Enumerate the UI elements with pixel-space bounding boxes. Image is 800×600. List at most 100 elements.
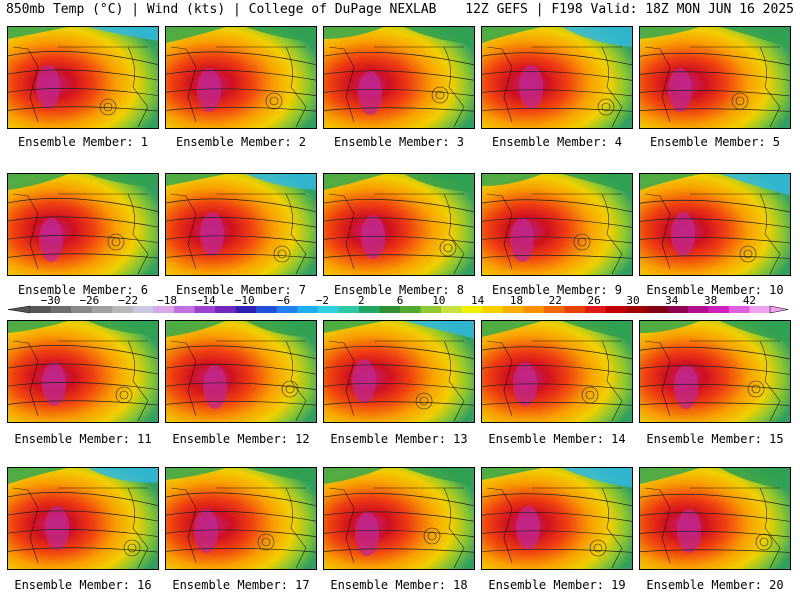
temperature-map	[640, 468, 790, 569]
colorbar-tick-label: 38	[704, 296, 717, 307]
ensemble-map-panel	[165, 320, 317, 423]
colorbar-swatch	[667, 306, 689, 313]
colorbar-tick-label: −2	[316, 296, 329, 307]
ensemble-member-label: Ensemble Member: 3	[333, 135, 465, 149]
colorbar-swatch	[297, 306, 319, 313]
colorbar-swatch	[708, 306, 730, 313]
colorbar-swatch	[112, 306, 134, 313]
temperature-map	[640, 321, 790, 422]
temperature-map	[324, 321, 474, 422]
ensemble-map-panel	[165, 26, 317, 129]
ensemble-member-label: Ensemble Member: 13	[330, 432, 468, 446]
ensemble-member-label: Ensemble Member: 20	[646, 578, 784, 592]
ensemble-map-panel	[323, 320, 475, 423]
temperature-map	[166, 468, 316, 569]
ensemble-map-panel	[323, 173, 475, 276]
ensemble-map-panel	[7, 173, 159, 276]
temperature-map	[640, 174, 790, 275]
colorbar-swatch	[400, 306, 421, 313]
colorbar-tick-label: −6	[277, 296, 290, 307]
colorbar-swatch	[605, 306, 627, 313]
colorbar-tick-label: −30	[41, 296, 61, 307]
colorbar-tick-label: 18	[510, 296, 523, 307]
colorbar-swatch	[543, 306, 565, 313]
ensemble-member-label: Ensemble Member: 2	[175, 135, 307, 149]
colorbar-swatch	[276, 306, 298, 313]
temperature-map	[482, 27, 632, 128]
colorbar-low-arrow	[7, 305, 31, 314]
colorbar-swatch	[482, 306, 504, 313]
colorbar-swatch	[646, 306, 668, 313]
temperature-map	[482, 468, 632, 569]
colorbar-tick-label: −10	[235, 296, 255, 307]
colorbar-tick-label: −26	[79, 296, 99, 307]
colorbar-swatch	[50, 306, 72, 313]
colorbar-swatch	[441, 306, 462, 313]
colorbar-swatch	[585, 306, 606, 313]
ensemble-map-panel	[481, 320, 633, 423]
ensemble-map-panel	[639, 467, 791, 570]
ensemble-member-label: Ensemble Member: 8	[333, 283, 465, 297]
map-title: 850mb Temp (°C) | Wind (kts) | College o…	[6, 2, 437, 17]
ensemble-map-panel	[165, 173, 317, 276]
colorbar-swatch	[91, 306, 113, 313]
temperature-map	[640, 27, 790, 128]
colorbar-tick-label: 14	[471, 296, 485, 307]
ensemble-member-label: Ensemble Member: 7	[175, 283, 307, 297]
colorbar-swatch	[338, 306, 360, 313]
colorbar-swatch	[71, 306, 92, 313]
ensemble-member-label: Ensemble Member: 9	[491, 283, 623, 297]
colorbar-swatch	[379, 306, 401, 313]
ensemble-member-label: Ensemble Member: 18	[330, 578, 468, 592]
colorbar-swatch	[728, 306, 750, 313]
colorbar-swatch	[256, 306, 277, 313]
colorbar-swatch	[215, 306, 236, 313]
colorbar-swatch	[235, 306, 257, 313]
colorbar-swatch	[173, 306, 195, 313]
ensemble-member-label: Ensemble Member: 6	[17, 283, 149, 297]
colorbar-swatch	[317, 306, 339, 313]
colorbar-high-arrow	[769, 305, 789, 314]
colorbar-tick-label: 10	[432, 296, 445, 307]
temperature-map	[324, 174, 474, 275]
colorbar-tick-label: 34	[665, 296, 679, 307]
ensemble-map-panel	[323, 467, 475, 570]
colorbar-swatch	[749, 306, 771, 313]
colorbar-swatch	[153, 306, 175, 313]
temperature-map	[166, 27, 316, 128]
temperature-map	[8, 468, 158, 569]
colorbar-tick-label: 30	[626, 296, 639, 307]
ensemble-member-label: Ensemble Member: 16	[14, 578, 152, 592]
ensemble-map-panel	[7, 26, 159, 129]
temperature-map	[8, 174, 158, 275]
temperature-map	[324, 27, 474, 128]
ensemble-map-panel	[481, 173, 633, 276]
ensemble-member-label: Ensemble Member: 15	[646, 432, 784, 446]
ensemble-map-panel	[7, 467, 159, 570]
temperature-map	[166, 321, 316, 422]
colorbar-tick-label: 26	[588, 296, 601, 307]
ensemble-member-label: Ensemble Member: 14	[488, 432, 626, 446]
ensemble-map-panel	[639, 26, 791, 129]
colorbar-swatch	[461, 306, 483, 313]
colorbar-swatch	[502, 306, 524, 313]
ensemble-map-panel	[481, 467, 633, 570]
colorbar-swatch	[30, 306, 51, 313]
colorbar-swatch	[194, 306, 216, 313]
colorbar-tick-label: 2	[358, 296, 365, 307]
ensemble-map-panel	[481, 26, 633, 129]
colorbar-swatch	[358, 306, 380, 313]
colorbar-tick-label: 42	[743, 296, 756, 307]
ensemble-map-panel	[639, 173, 791, 276]
ensemble-member-label: Ensemble Member: 17	[172, 578, 310, 592]
ensemble-member-label: Ensemble Member: 1	[17, 135, 149, 149]
colorbar-swatch	[626, 306, 647, 313]
ensemble-member-label: Ensemble Member: 4	[491, 135, 623, 149]
colorbar-swatch	[132, 306, 154, 313]
temperature-map	[8, 27, 158, 128]
temperature-map	[482, 321, 632, 422]
ensemble-member-label: Ensemble Member: 10	[646, 283, 784, 297]
ensemble-map-panel	[165, 467, 317, 570]
ensemble-map-panel	[639, 320, 791, 423]
ensemble-member-label: Ensemble Member: 12	[172, 432, 310, 446]
